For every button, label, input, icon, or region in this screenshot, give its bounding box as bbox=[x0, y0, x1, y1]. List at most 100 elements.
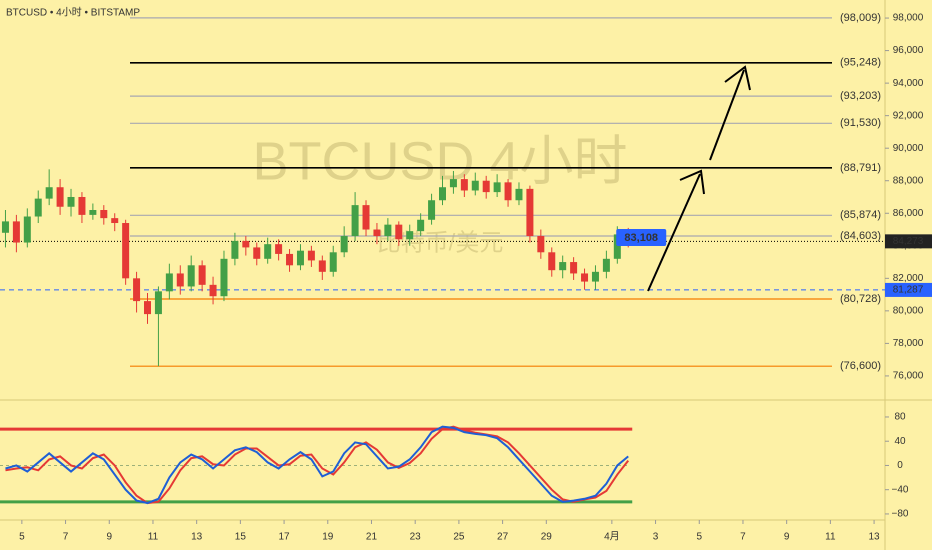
level-label: (88,791) bbox=[840, 162, 881, 174]
candle-body bbox=[417, 219, 425, 232]
candle-body bbox=[264, 244, 272, 259]
y-tick-label: 96,000 bbox=[893, 45, 924, 56]
candle-body bbox=[165, 273, 173, 292]
candle-body bbox=[493, 182, 501, 193]
candle-body bbox=[373, 229, 381, 237]
candle-body bbox=[613, 234, 621, 259]
candle-body bbox=[176, 273, 184, 287]
candle-body bbox=[449, 179, 457, 188]
y-tick-label: 86,000 bbox=[893, 208, 924, 219]
candle-body bbox=[242, 240, 250, 248]
y-tick-label: −40 bbox=[892, 484, 909, 495]
candle-body bbox=[602, 258, 610, 272]
candle-body bbox=[591, 271, 599, 282]
candle-body bbox=[439, 187, 446, 201]
candle-body bbox=[144, 301, 151, 315]
candle-body bbox=[307, 250, 315, 261]
chart-title: BTCUSD • 4小时 • BITSTAMP bbox=[6, 7, 140, 19]
candle-body bbox=[209, 284, 217, 297]
y-tick-label: −80 bbox=[892, 509, 909, 520]
x-tick-label: 27 bbox=[497, 532, 509, 543]
y-tick-label: 76,000 bbox=[893, 371, 924, 382]
candle-body bbox=[56, 187, 64, 207]
candle-body bbox=[526, 188, 534, 237]
candle-body bbox=[78, 196, 86, 215]
candle-body bbox=[45, 187, 53, 199]
marked-price-label: 81,287 bbox=[893, 285, 924, 296]
candle-body bbox=[559, 262, 567, 271]
level-label: (85,874) bbox=[840, 209, 881, 221]
y-tick-label: 78,000 bbox=[893, 338, 924, 349]
x-tick-label: 5 bbox=[696, 532, 702, 543]
level-label: (95,248) bbox=[840, 57, 881, 69]
y-tick-label: 80 bbox=[894, 412, 906, 423]
candle-body bbox=[581, 273, 589, 282]
candle-body bbox=[570, 262, 578, 274]
level-label: (98,009) bbox=[840, 12, 881, 24]
x-tick-label: 15 bbox=[235, 532, 247, 543]
x-tick-label: 11 bbox=[825, 532, 836, 543]
candle-body bbox=[231, 240, 239, 259]
arrows bbox=[647, 65, 751, 292]
candle-body bbox=[23, 216, 31, 243]
candle-body bbox=[384, 224, 392, 237]
y-tick-label: 98,000 bbox=[893, 13, 924, 24]
y-tick-label: 92,000 bbox=[893, 110, 924, 121]
y-tick-label: 88,000 bbox=[893, 175, 924, 186]
candle-body bbox=[220, 258, 228, 297]
callout-box bbox=[616, 229, 667, 246]
candle-body bbox=[34, 198, 42, 217]
candle-body bbox=[198, 265, 206, 285]
oscillator-line bbox=[5, 425, 629, 505]
level-label: (91,530) bbox=[840, 117, 881, 129]
x-tick-label: 13 bbox=[191, 532, 203, 543]
candle-body bbox=[406, 231, 414, 240]
x-tick-label: 4月 bbox=[604, 531, 620, 543]
y-tick-label: 82,000 bbox=[893, 273, 924, 284]
x-tick-label: 17 bbox=[279, 532, 291, 543]
candle-body bbox=[286, 253, 294, 266]
candle-body bbox=[504, 182, 512, 201]
level-label: (80,728) bbox=[840, 293, 881, 305]
candle-body bbox=[482, 180, 490, 193]
x-tick-label: 25 bbox=[453, 532, 465, 543]
x-tick-label: 5 bbox=[19, 532, 25, 543]
last-price-box bbox=[885, 234, 932, 249]
level-label: (84,603) bbox=[840, 230, 881, 242]
x-tick-label: 7 bbox=[740, 532, 746, 543]
candle-body bbox=[460, 179, 468, 191]
x-tick-label: 9 bbox=[784, 532, 790, 543]
candle-body bbox=[428, 200, 436, 220]
candle-body bbox=[89, 210, 97, 215]
candle-body bbox=[122, 223, 130, 279]
marked-price-box bbox=[885, 282, 932, 297]
x-tick-label: 29 bbox=[541, 532, 553, 543]
candle-body bbox=[133, 278, 141, 302]
candle-body bbox=[154, 291, 162, 315]
candle-body bbox=[100, 210, 108, 219]
x-tick-label: 23 bbox=[410, 532, 422, 543]
candle-body bbox=[362, 205, 370, 230]
candle-body bbox=[187, 265, 195, 287]
x-tick-label: 19 bbox=[322, 532, 334, 543]
level-label: (93,203) bbox=[840, 90, 881, 102]
callout-label: 83,108 bbox=[624, 232, 658, 244]
plot: 76,00078,00080,00082,00084,00086,00088,0… bbox=[0, 12, 932, 543]
y-tick-label: 0 bbox=[897, 460, 903, 471]
x-tick-label: 9 bbox=[106, 532, 112, 543]
candle-body bbox=[275, 244, 283, 254]
candle-body bbox=[351, 205, 359, 237]
x-tick-label: 3 bbox=[653, 532, 659, 543]
candle-body bbox=[111, 218, 119, 224]
y-tick-label: 90,000 bbox=[893, 143, 924, 154]
candle-body bbox=[329, 252, 337, 272]
candle-body bbox=[395, 224, 403, 240]
y-tick-label: 40 bbox=[894, 436, 906, 447]
candle-body bbox=[471, 180, 479, 191]
x-tick-label: 21 bbox=[366, 532, 378, 543]
candle-body bbox=[548, 252, 556, 271]
oscillator-line bbox=[5, 425, 630, 505]
y-tick-label: 94,000 bbox=[893, 78, 924, 89]
